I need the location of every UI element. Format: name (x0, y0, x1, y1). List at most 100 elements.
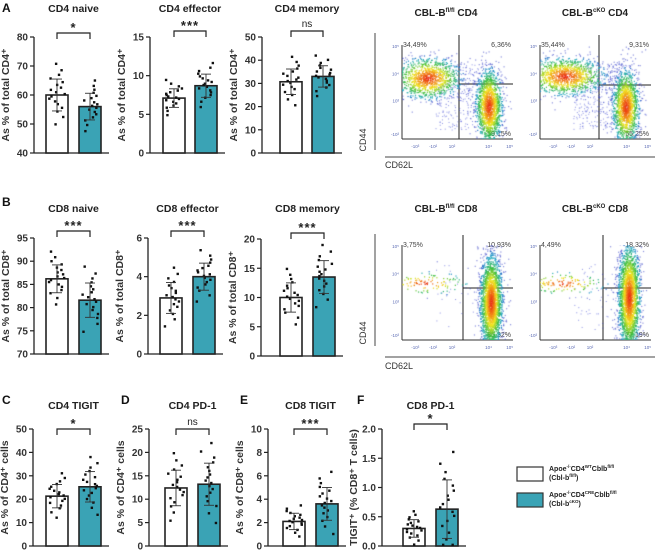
data-point (285, 526, 289, 530)
data-point (201, 266, 204, 270)
legend-text-part: cKO (569, 499, 579, 504)
data-point (196, 286, 199, 289)
data-point (291, 70, 295, 73)
data-point (83, 99, 86, 102)
data-point (206, 79, 210, 82)
data-point (283, 90, 287, 94)
data-point (89, 455, 92, 459)
flow-y-tick: -10³ (529, 132, 538, 137)
data-point (209, 93, 212, 97)
chart-title: CD8 naive (48, 203, 99, 215)
data-point (321, 519, 324, 523)
data-point (86, 296, 90, 299)
data-point (209, 261, 212, 264)
y-tick-label: 5 (249, 322, 255, 333)
data-point (92, 501, 95, 504)
data-point (285, 507, 289, 510)
flow-y-tick: 10³ (530, 99, 537, 104)
data-point (282, 289, 286, 292)
title-rest: CD8 (605, 204, 628, 215)
data-point (96, 322, 99, 326)
data-point (293, 291, 296, 294)
data-point (209, 66, 212, 69)
data-point (93, 110, 96, 114)
data-point (171, 312, 175, 316)
data-point (95, 484, 99, 488)
flow-x-tick: -10² (429, 144, 438, 149)
title-main: CBL-B (562, 204, 593, 215)
y-tick-label: 10 (132, 495, 144, 506)
data-point (214, 521, 218, 525)
data-point (452, 450, 455, 454)
data-point (195, 300, 199, 303)
data-point (178, 488, 182, 491)
data-point (323, 525, 327, 528)
bar-chart-cd4-pd-1: CD4 PD-1 As % of CD4⁺ cells 0 5 10 15 20 25 ns (115, 400, 228, 551)
data-point (318, 274, 321, 278)
data-point (296, 316, 300, 319)
data-point (50, 511, 53, 514)
data-point (90, 96, 93, 100)
data-point (60, 268, 63, 272)
data-point (441, 543, 445, 547)
legend-swatch (516, 466, 544, 482)
y-tick-label: 60 (17, 91, 29, 102)
data-point (54, 303, 58, 306)
flow-y-tick: 10⁵ (530, 244, 537, 249)
y-tick-label: 0 (21, 542, 27, 551)
data-point (96, 103, 99, 106)
data-point (295, 60, 298, 64)
data-point (445, 538, 448, 541)
data-point (82, 330, 85, 333)
data-point (56, 102, 60, 106)
flow-y-tick: 10⁴ (530, 71, 537, 76)
y-tick-label: 30 (16, 471, 28, 482)
bar-chart-cd8-memory: CD8 memory As % of total CD8⁺ 0 5 10 15 20 *** (227, 203, 343, 363)
data-point (93, 88, 96, 91)
data-point (174, 289, 178, 293)
flow-x-tick: 10⁵ (644, 144, 651, 149)
title-sup: cKO (593, 204, 606, 210)
data-point (318, 495, 322, 498)
data-point (325, 79, 328, 82)
data-point (172, 104, 175, 107)
data-point (197, 87, 201, 90)
y-tick-label: 2.0 (362, 425, 376, 436)
data-point (316, 265, 319, 268)
data-point (163, 325, 167, 328)
chart-title: CD8 PD-1 (407, 400, 455, 412)
legend-text-part: ) (578, 501, 580, 508)
flow-y-tick: 10³ (392, 299, 399, 304)
data-point (326, 58, 330, 62)
data-point (91, 116, 95, 119)
panel-letter: A (2, 1, 11, 15)
data-point (84, 473, 87, 476)
y-tick-label: 2 (136, 311, 142, 322)
data-point (90, 281, 93, 284)
legend-text-part: CD4 (571, 492, 585, 499)
data-point (441, 502, 445, 506)
flow-x-tick: -10² (429, 345, 438, 350)
data-point (329, 250, 333, 253)
data-point (288, 297, 292, 301)
data-point (167, 95, 170, 98)
data-point (406, 523, 409, 526)
legend-text-part: Cblb (592, 466, 608, 473)
y-tick-label: 10 (133, 71, 145, 82)
data-point (54, 123, 57, 126)
flow-x-tick: 10⁴ (485, 345, 492, 350)
chart-title: CD8 TIGIT (285, 400, 336, 412)
data-point (61, 273, 65, 276)
data-point (211, 61, 215, 65)
data-point (60, 263, 63, 266)
data-point (56, 296, 59, 300)
y-tick-label: 0 (138, 149, 144, 160)
data-point (291, 520, 294, 524)
flow-x-tick: -10² (567, 345, 576, 350)
data-point (83, 265, 86, 268)
legend-text-part: fl/fl (569, 473, 576, 478)
data-point (326, 509, 330, 512)
y-axis-label: As % of total CD8⁺ (227, 251, 239, 345)
data-point (62, 115, 65, 119)
y-tick-label: 4 (256, 495, 262, 506)
